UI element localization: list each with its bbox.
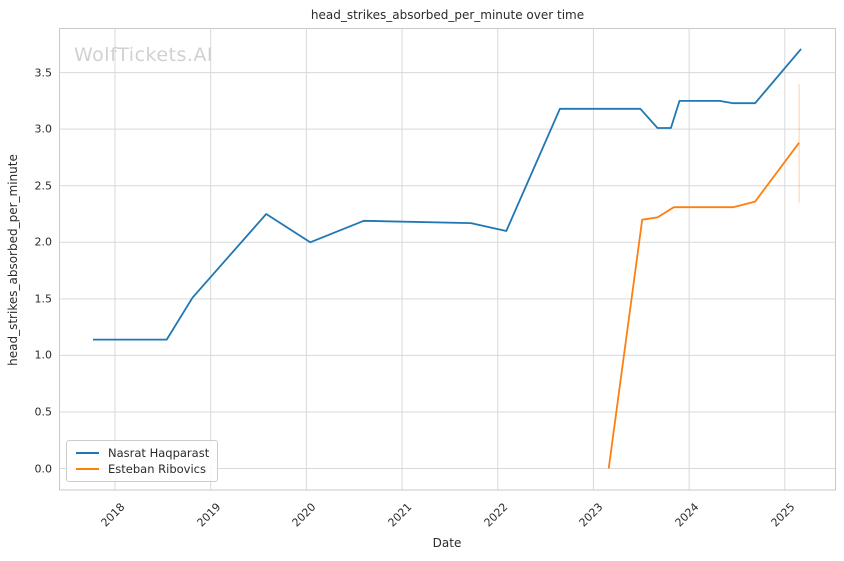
legend-item-label: Nasrat Haqparast xyxy=(108,446,210,460)
legend-line-swatch xyxy=(76,468,99,470)
y-tick-label: 3.5 xyxy=(34,66,53,80)
y-axis-label: head_strikes_absorbed_per_minute xyxy=(6,154,20,366)
y-tick-label: 0.5 xyxy=(34,405,53,419)
axes-spines xyxy=(59,28,836,491)
legend-item: Esteban Ribovics xyxy=(76,461,208,477)
y-tick-label: 1.5 xyxy=(34,292,53,306)
legend-line-swatch xyxy=(76,452,99,454)
watermark: WolfTickets.AI xyxy=(74,44,214,66)
series-line xyxy=(93,48,802,341)
y-tick-label: 3.0 xyxy=(34,122,53,136)
chart-title: head_strikes_absorbed_per_minute over ti… xyxy=(310,8,585,22)
legend-item-label: Esteban Ribovics xyxy=(108,462,206,476)
legend: Nasrat Haqparast Esteban Ribovics xyxy=(66,440,218,482)
y-tick-label: 2.0 xyxy=(34,235,53,249)
series-line xyxy=(607,142,800,469)
y-tick-label: 1.0 xyxy=(34,348,53,362)
y-tick-label: 2.5 xyxy=(34,179,53,193)
y-tick-label: 0.0 xyxy=(34,462,53,475)
x-axis-label: Date xyxy=(432,536,462,550)
legend-item: Nasrat Haqparast xyxy=(76,445,210,461)
